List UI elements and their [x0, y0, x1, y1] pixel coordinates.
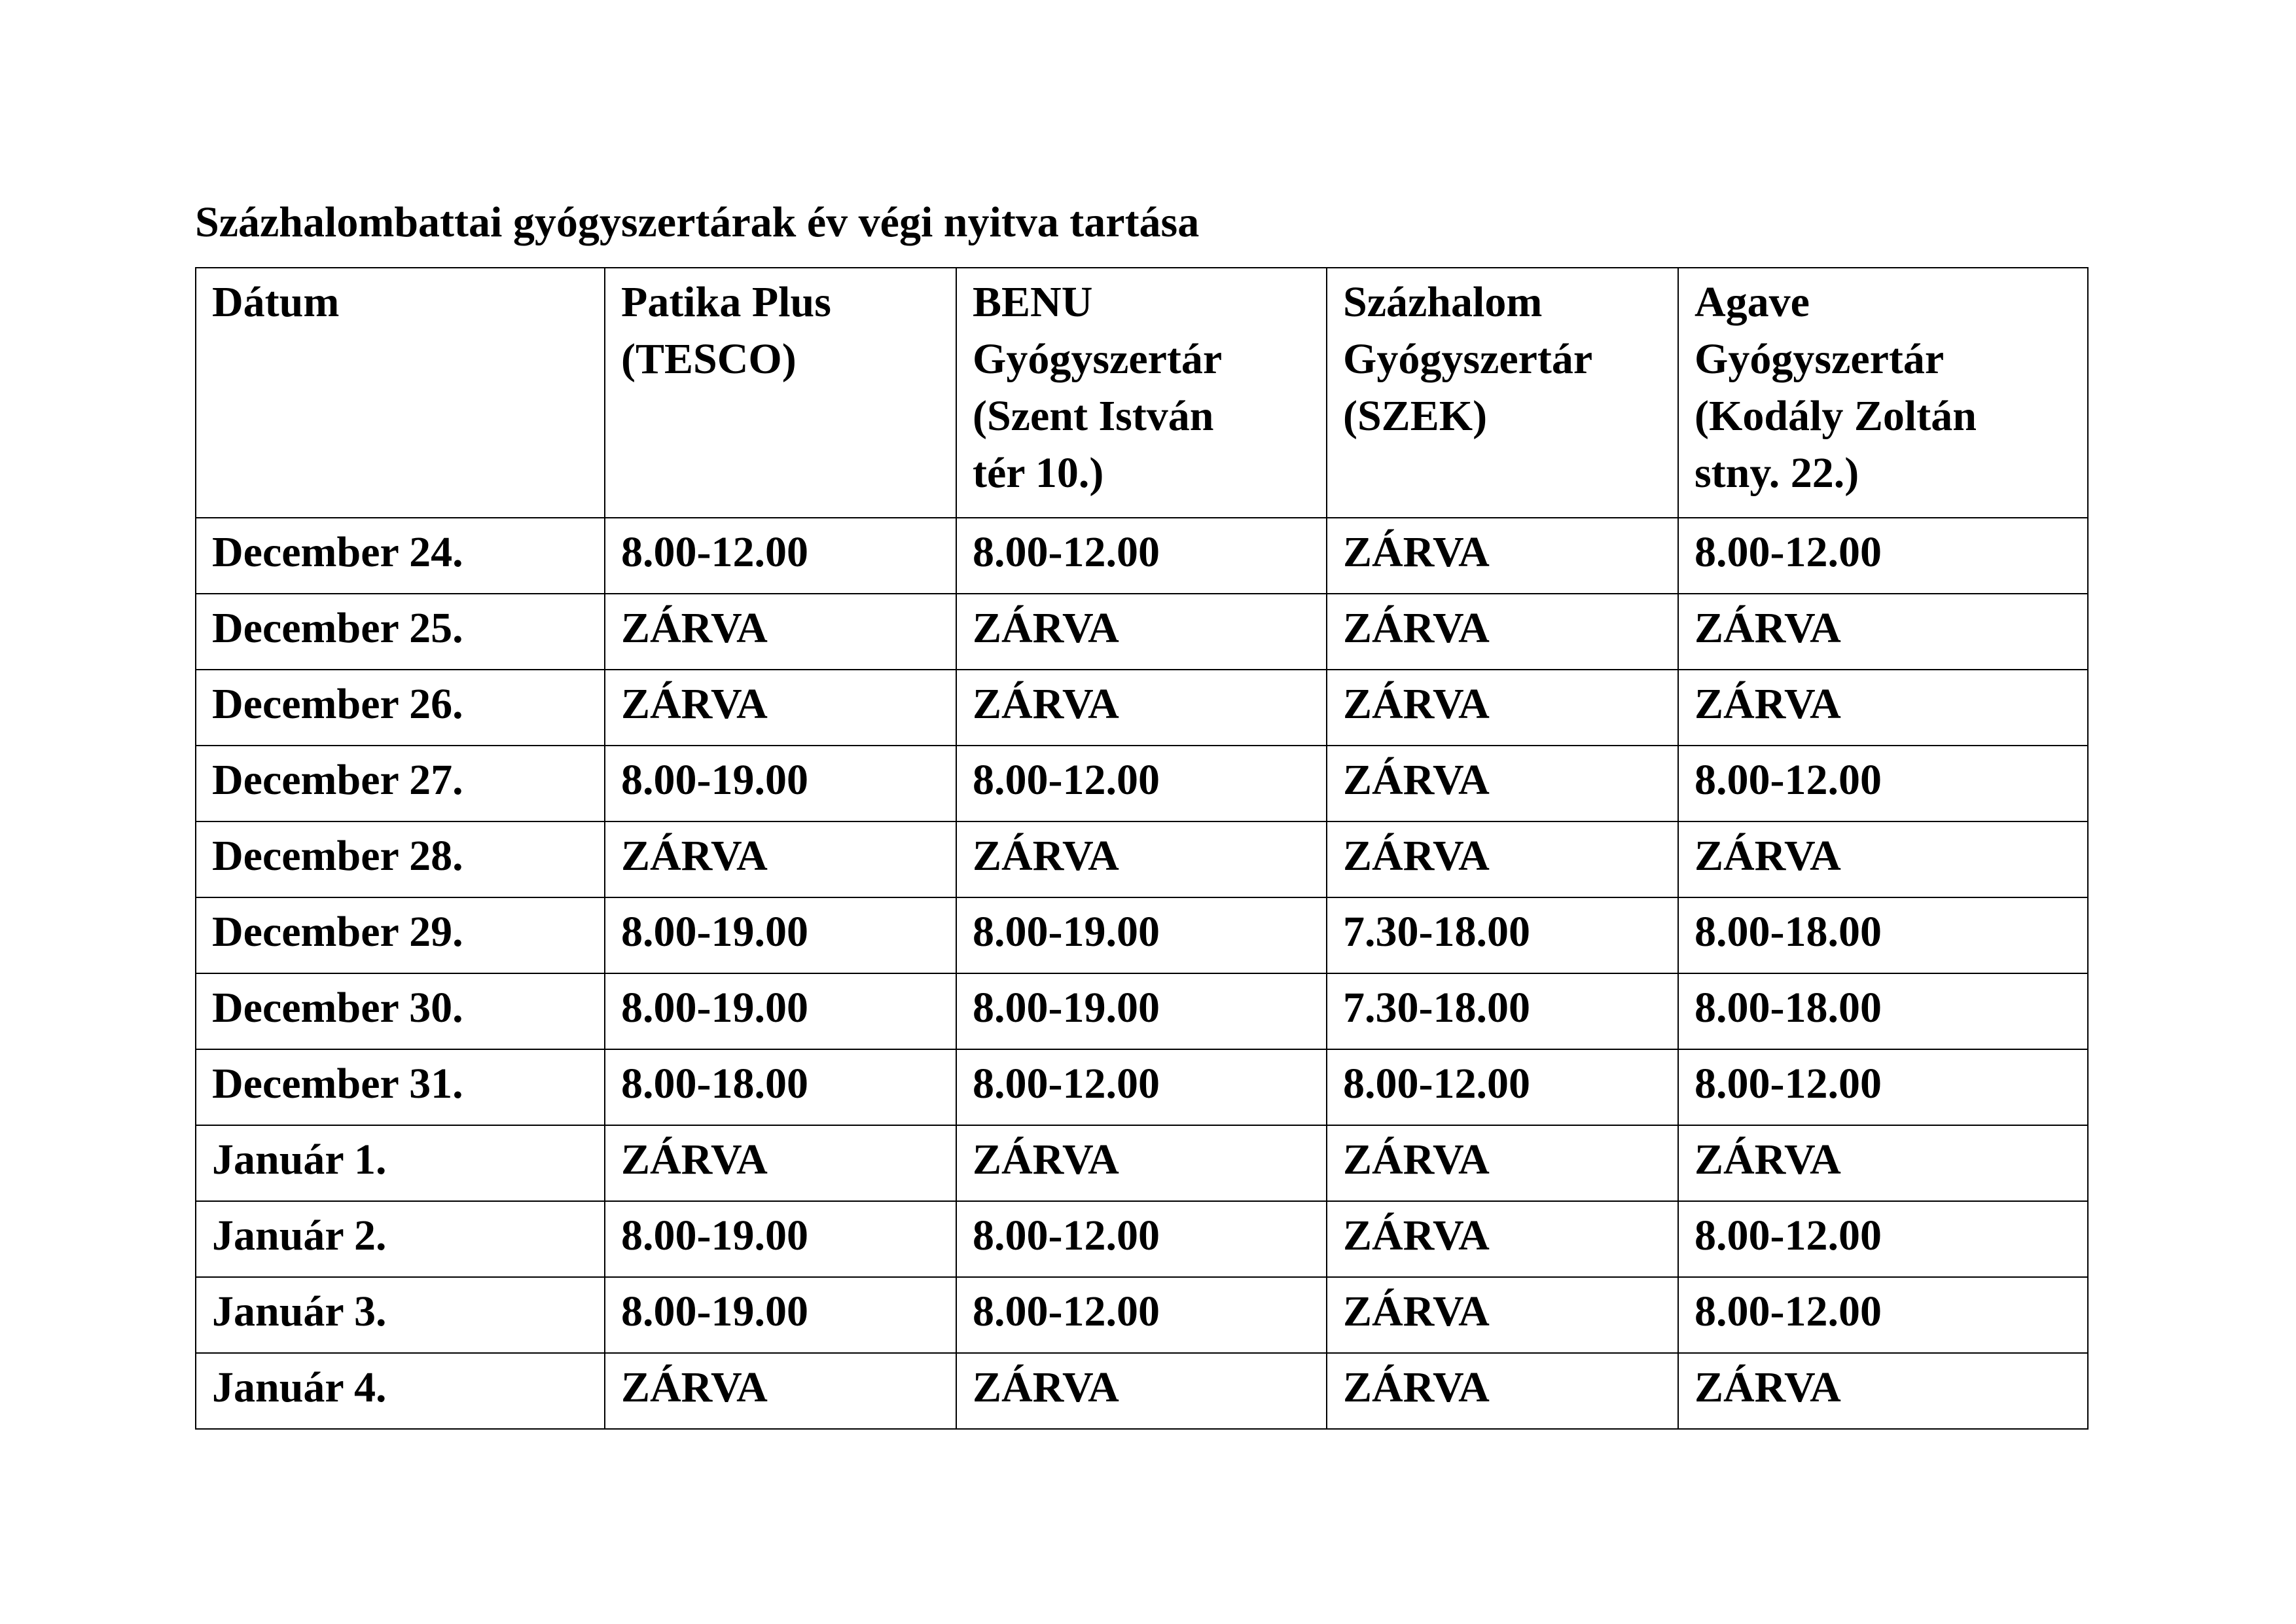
column-header-date: Dátum — [195, 267, 605, 518]
hours-cell-agave: 8.00-12.00 — [1677, 1276, 2089, 1354]
column-header-patika-plus: Patika Plus (TESCO) — [604, 267, 957, 518]
date-cell: December 25. — [195, 593, 605, 670]
hours-cell-patika-plus: 8.00-19.00 — [604, 1200, 957, 1278]
hours-cell-patika-plus: ZÁRVA — [604, 669, 957, 746]
date-cell: Január 2. — [195, 1200, 605, 1278]
hours-cell-benu: 8.00-12.00 — [956, 517, 1327, 594]
hours-cell-patika-plus: ZÁRVA — [604, 1352, 957, 1430]
table-row: December 31. 8.00-18.00 8.00-12.00 8.00-12.… — [195, 1049, 2089, 1126]
header-line: Gyógyszertár — [1343, 335, 1593, 383]
hours-cell-benu: 8.00-19.00 — [956, 973, 1327, 1050]
document-title: Százhalombattai gyógyszertárak év végi n… — [195, 198, 1200, 246]
hours-cell-patika-plus: 8.00-19.00 — [604, 973, 957, 1050]
header-line: Százhalom — [1343, 278, 1543, 326]
hours-cell-benu: ZÁRVA — [956, 593, 1327, 670]
header-line: (Szent István — [973, 392, 1214, 440]
date-cell: December 31. — [195, 1049, 605, 1126]
hours-cell-szazhalom: ZÁRVA — [1326, 1276, 1679, 1354]
hours-cell-patika-plus: 8.00-19.00 — [604, 745, 957, 822]
date-cell: Január 3. — [195, 1276, 605, 1354]
hours-cell-patika-plus: ZÁRVA — [604, 1125, 957, 1202]
table-row: December 27. 8.00-19.00 8.00-12.00 ZÁRVA 8.0… — [195, 745, 2089, 822]
date-cell: December 29. — [195, 897, 605, 974]
hours-cell-benu: 8.00-12.00 — [956, 745, 1327, 822]
hours-cell-szazhalom: 8.00-12.00 — [1326, 1049, 1679, 1126]
table-row: Január 2. 8.00-19.00 8.00-12.00 ZÁRVA 8.00-1… — [195, 1200, 2089, 1278]
header-line: Agave — [1695, 278, 1810, 326]
hours-cell-szazhalom: 7.30-18.00 — [1326, 897, 1679, 974]
header-line: stny. 22.) — [1695, 449, 1859, 497]
hours-cell-agave: 8.00-12.00 — [1677, 1049, 2089, 1126]
hours-cell-szazhalom: ZÁRVA — [1326, 669, 1679, 746]
hours-cell-agave: 8.00-12.00 — [1677, 517, 2089, 594]
date-cell: December 28. — [195, 821, 605, 898]
header-line: Patika Plus — [621, 278, 831, 326]
table-row: Január 1. ZÁRVA ZÁRVA ZÁRVA ZÁRVA — [195, 1125, 2089, 1202]
hours-cell-benu: ZÁRVA — [956, 1125, 1327, 1202]
table-row: Január 4. ZÁRVA ZÁRVA ZÁRVA ZÁRVA — [195, 1352, 2089, 1430]
hours-cell-agave: ZÁRVA — [1677, 1352, 2089, 1430]
header-line: (SZEK) — [1343, 392, 1488, 440]
hours-cell-szazhalom: 7.30-18.00 — [1326, 973, 1679, 1050]
hours-cell-benu: ZÁRVA — [956, 1352, 1327, 1430]
hours-cell-szazhalom: ZÁRVA — [1326, 1200, 1679, 1278]
hours-cell-szazhalom: ZÁRVA — [1326, 1125, 1679, 1202]
hours-cell-patika-plus: ZÁRVA — [604, 821, 957, 898]
hours-cell-benu: 8.00-19.00 — [956, 897, 1327, 974]
hours-cell-szazhalom: ZÁRVA — [1326, 517, 1679, 594]
table-row: December 28. ZÁRVA ZÁRVA ZÁRVA ZÁRVA — [195, 821, 2089, 898]
column-header-szazhalom: Százhalom Gyógyszertár (SZEK) — [1326, 267, 1679, 518]
table-row: December 29. 8.00-19.00 8.00-19.00 7.30-18.… — [195, 897, 2089, 974]
hours-cell-patika-plus: ZÁRVA — [604, 593, 957, 670]
header-line: BENU — [973, 278, 1093, 326]
header-line: Gyógyszertár — [973, 335, 1223, 383]
header-line: tér 10.) — [973, 449, 1104, 497]
hours-cell-patika-plus: 8.00-19.00 — [604, 1276, 957, 1354]
hours-cell-benu: 8.00-12.00 — [956, 1049, 1327, 1126]
date-cell: December 30. — [195, 973, 605, 1050]
hours-cell-agave: 8.00-12.00 — [1677, 745, 2089, 822]
hours-cell-agave: 8.00-18.00 — [1677, 973, 2089, 1050]
hours-cell-szazhalom: ZÁRVA — [1326, 745, 1679, 822]
date-cell: Január 4. — [195, 1352, 605, 1430]
table-row: December 30. 8.00-19.00 8.00-19.00 7.30-18.… — [195, 973, 2089, 1050]
hours-cell-szazhalom: ZÁRVA — [1326, 821, 1679, 898]
hours-cell-szazhalom: ZÁRVA — [1326, 593, 1679, 670]
header-line: (TESCO) — [621, 335, 797, 383]
table-row: Január 3. 8.00-19.00 8.00-12.00 ZÁRVA 8.00-1… — [195, 1276, 2089, 1354]
date-cell: December 27. — [195, 745, 605, 822]
table-row: December 24. 8.00-12.00 8.00-12.00 ZÁRVA 8.0… — [195, 517, 2089, 594]
hours-cell-agave: ZÁRVA — [1677, 593, 2089, 670]
hours-cell-patika-plus: 8.00-12.00 — [604, 517, 957, 594]
column-header-benu: BENU Gyógyszertár (Szent István tér 10.) — [956, 267, 1327, 518]
hours-cell-szazhalom: ZÁRVA — [1326, 1352, 1679, 1430]
header-line: Dátum — [212, 278, 340, 326]
hours-cell-benu: 8.00-12.00 — [956, 1276, 1327, 1354]
hours-cell-benu: ZÁRVA — [956, 669, 1327, 746]
table-row: December 26. ZÁRVA ZÁRVA ZÁRVA ZÁRVA — [195, 669, 2089, 746]
hours-cell-agave: ZÁRVA — [1677, 821, 2089, 898]
opening-hours-table: Dátum Patika Plus (TESCO) BENU Gyógyszertár (… — [195, 267, 2089, 1430]
column-header-agave: Agave Gyógyszertár (Kodály Zoltán stny. 22.… — [1677, 267, 2089, 518]
header-line: (Kodály Zoltán — [1695, 392, 1977, 440]
hours-cell-benu: ZÁRVA — [956, 821, 1327, 898]
date-cell: December 26. — [195, 669, 605, 746]
hours-cell-patika-plus: 8.00-18.00 — [604, 1049, 957, 1126]
hours-cell-agave: 8.00-12.00 — [1677, 1200, 2089, 1278]
header-line: Gyógyszertár — [1695, 335, 1945, 383]
hours-cell-agave: 8.00-18.00 — [1677, 897, 2089, 974]
hours-cell-benu: 8.00-12.00 — [956, 1200, 1327, 1278]
date-cell: December 24. — [195, 517, 605, 594]
table-row: December 25. ZÁRVA ZÁRVA ZÁRVA ZÁRVA — [195, 593, 2089, 670]
hours-cell-patika-plus: 8.00-19.00 — [604, 897, 957, 974]
hours-cell-agave: ZÁRVA — [1677, 669, 2089, 746]
date-cell: Január 1. — [195, 1125, 605, 1202]
header-row: Dátum Patika Plus (TESCO) BENU Gyógyszertár (… — [195, 267, 2089, 518]
hours-cell-agave: ZÁRVA — [1677, 1125, 2089, 1202]
